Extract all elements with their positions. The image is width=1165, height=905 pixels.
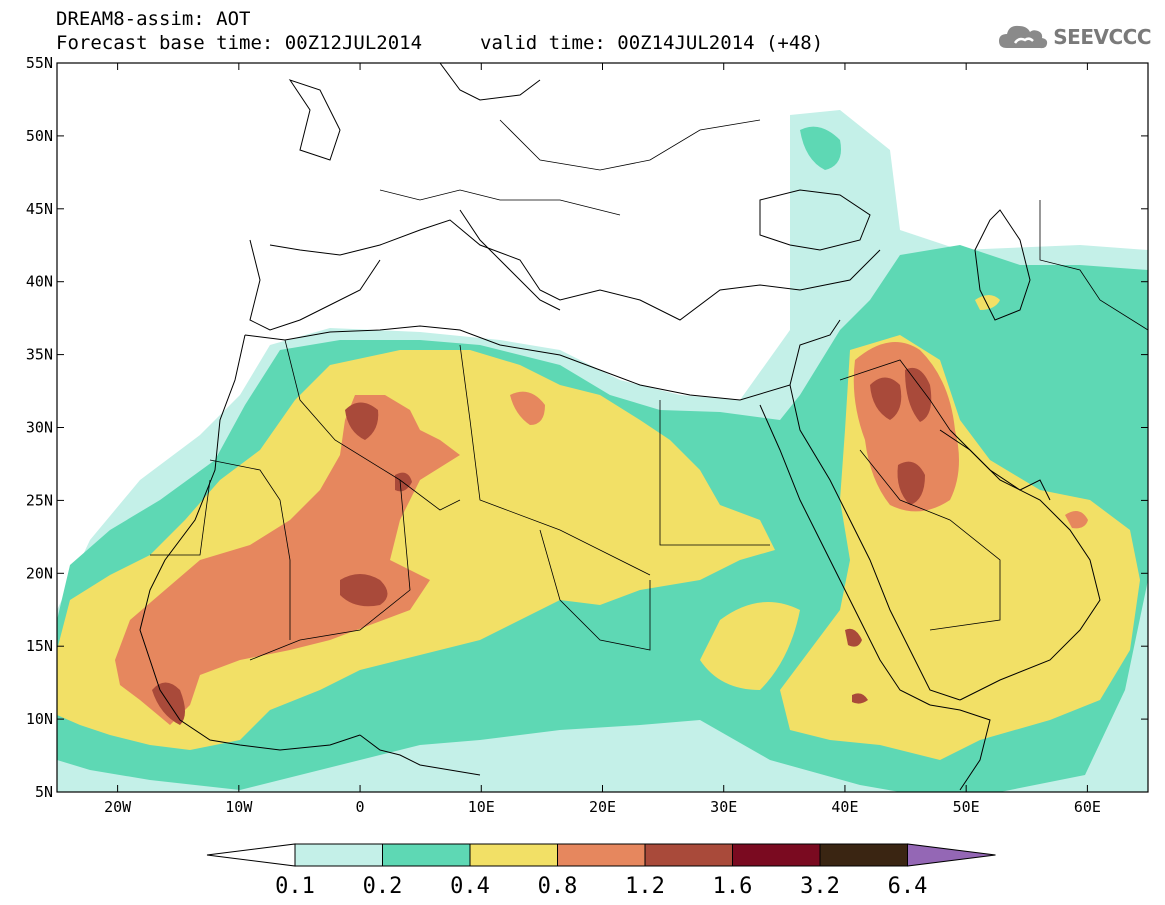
legend-min-arrow [206, 843, 296, 867]
legend-max-arrow [907, 843, 996, 867]
lon-label: 60E [1074, 798, 1101, 816]
aot-band-1.2-ethiopia [845, 628, 862, 647]
coast-red-sea [759, 404, 931, 706]
legend-level-label: 0.2 [363, 874, 403, 899]
border-3 [659, 400, 770, 546]
border-6 [249, 479, 411, 661]
lat-label: 40N [26, 273, 53, 291]
border-8 [839, 359, 951, 431]
aot-band-0.8-sahel [115, 395, 460, 725]
seevccc-logo: SEEVCCC [997, 22, 1151, 52]
aot-band-1.2-niger [395, 472, 412, 492]
legend-swatch [469, 843, 558, 867]
coast-uk [288, 79, 341, 161]
aot-band-0.8-caspian [975, 295, 1000, 310]
legend-swatch [294, 843, 383, 867]
legend-swatch [732, 843, 821, 867]
coast-africa-north [244, 319, 841, 401]
lat-label: 50N [26, 127, 53, 145]
border-4 [209, 459, 291, 640]
lat-label: 5N [35, 783, 53, 801]
coast-black-sea [759, 189, 871, 251]
lon-label: 30E [710, 798, 737, 816]
border-9 [859, 449, 1001, 631]
border-5 [150, 479, 211, 556]
aot-field [57, 110, 1148, 792]
aot-band-1.2-iraq [870, 377, 902, 420]
forecast-base-time: Forecast base time: 00Z12JUL2014 [56, 32, 423, 54]
coast-italy [459, 209, 561, 311]
legend-level-label: 0.1 [275, 874, 315, 899]
coast-arabia-west [789, 384, 961, 701]
lat-label: 30N [26, 419, 53, 437]
coast-persian-gulf [939, 429, 1051, 501]
aot-band-0.2-blacksea [800, 126, 841, 170]
legend-swatch [644, 843, 733, 867]
legend-swatch [819, 843, 908, 867]
coast-caspian [974, 209, 1031, 321]
aot-band-1.2-iraq2 [905, 367, 932, 422]
color-legend: 0.1 0.2 0.4 0.8 1.2 1.6 3.2 6.4 [206, 843, 996, 899]
legend-level-label: 0.8 [538, 874, 578, 899]
lon-label: 50E [953, 798, 980, 816]
lat-label: 10N [26, 710, 53, 728]
latitude-axis: 55N 50N 45N 40N 35N 30N 25N 20N 15N 10N 5N [26, 54, 1148, 801]
valid-time: valid time: 00Z14JUL2014 (+48) [480, 32, 824, 54]
logo-text: SEEVCCC [1053, 25, 1151, 49]
lon-label: 20E [589, 798, 616, 816]
legend-level-label: 1.6 [713, 874, 753, 899]
lat-label: 20N [26, 564, 53, 582]
legend-level-label: 0.4 [450, 874, 490, 899]
aot-band-1.2-djibouti [852, 693, 868, 704]
lat-label: 25N [26, 491, 53, 509]
coast-scandinavia [439, 63, 541, 101]
legend-level-label: 1.2 [625, 874, 665, 899]
coast-gulf-guinea [359, 734, 481, 776]
border-2 [459, 344, 651, 576]
legend-swatch [557, 843, 646, 867]
aot-band-0.8-oman [1065, 511, 1088, 529]
lat-label: 45N [26, 200, 53, 218]
coast-africa-west [139, 334, 361, 751]
coast-horn-africa [929, 704, 991, 791]
aot-band-1.2-saudi [897, 461, 925, 505]
border-10 [1039, 200, 1148, 331]
lat-label: 35N [26, 346, 53, 364]
border-12 [379, 189, 621, 216]
coastlines [139, 63, 1101, 791]
map-title: DREAM8-assim: AOT [56, 8, 251, 30]
cloud-icon [999, 25, 1048, 49]
lon-label: 40E [831, 798, 858, 816]
lon-label: 20W [104, 798, 132, 816]
longitude-axis: 20W 10W 0 10E 20E 30E 40E 50E 60E [104, 63, 1101, 816]
coast-iberia [249, 239, 381, 331]
legend-level-label: 3.2 [800, 874, 840, 899]
border-11 [499, 119, 761, 171]
aot-band-1.2-algeria [345, 402, 379, 440]
aot-band-0.8-libya [510, 391, 545, 425]
lon-label: 10W [225, 798, 253, 816]
lat-label: 55N [26, 54, 53, 72]
legend-level-label: 6.4 [888, 874, 928, 899]
coast-europe-south [269, 219, 881, 321]
border-1 [284, 339, 461, 511]
lon-label: 10E [468, 798, 495, 816]
country-borders [150, 119, 1148, 661]
lon-label: 0 [356, 798, 365, 816]
border-7 [539, 529, 651, 651]
aot-band-0.4-eastafrica [700, 602, 800, 690]
lat-label: 15N [26, 637, 53, 655]
aot-band-1.2-mali [340, 574, 388, 607]
legend-swatch [382, 843, 471, 867]
